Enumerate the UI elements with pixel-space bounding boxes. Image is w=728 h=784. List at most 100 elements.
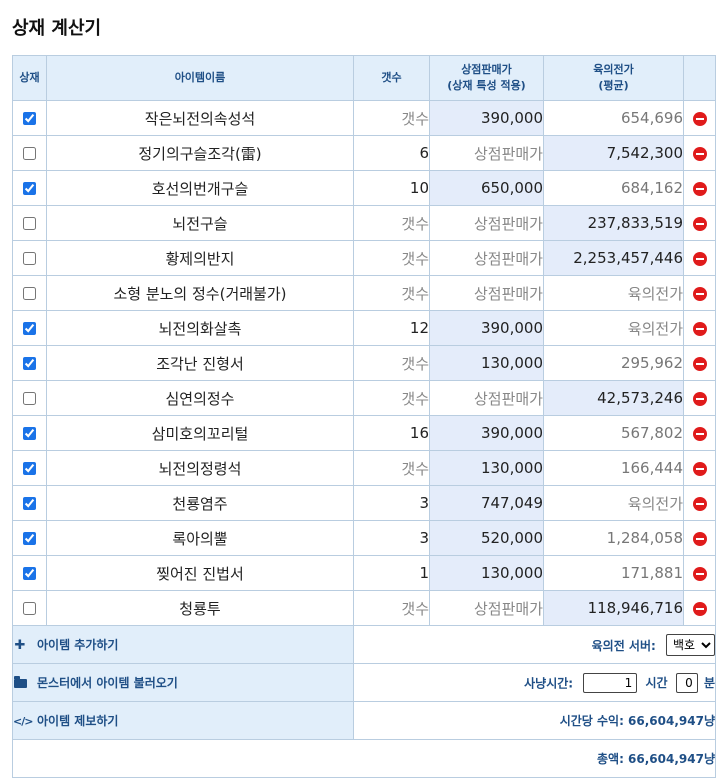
item-shop-price[interactable]: 상점판매가 <box>429 275 544 311</box>
item-shop-price[interactable]: 390,000 <box>429 100 544 136</box>
item-count[interactable]: 갯수 <box>353 205 430 241</box>
item-market-price[interactable]: 42,573,246 <box>543 380 684 416</box>
item-shop-price[interactable]: 650,000 <box>429 170 544 206</box>
item-count[interactable]: 1 <box>353 555 430 591</box>
row-checkbox[interactable] <box>23 112 36 125</box>
add-item-button[interactable]: ✚ 아이템 추가하기 <box>12 625 354 664</box>
row-checkbox[interactable] <box>23 602 36 615</box>
item-name[interactable]: 록아의뿔 <box>46 520 354 556</box>
item-count[interactable]: 갯수 <box>353 275 430 311</box>
item-shop-price[interactable]: 상점판매가 <box>429 240 544 276</box>
item-name[interactable]: 천룡염주 <box>46 485 354 521</box>
item-shop-price[interactable]: 상점판매가 <box>429 205 544 241</box>
item-name[interactable]: 청룡투 <box>46 590 354 626</box>
remove-circle-icon[interactable] <box>692 461 707 476</box>
remove-circle-icon[interactable] <box>692 321 707 336</box>
remove-circle-icon[interactable] <box>692 181 707 196</box>
item-name[interactable]: 삼미호의꼬리털 <box>46 415 354 451</box>
remove-circle-icon[interactable] <box>692 111 707 126</box>
item-market-price[interactable]: 118,946,716 <box>543 590 684 626</box>
item-count[interactable]: 갯수 <box>353 100 430 136</box>
remove-circle-icon[interactable] <box>692 531 707 546</box>
item-shop-price[interactable]: 130,000 <box>429 345 544 381</box>
row-checkbox[interactable] <box>23 287 36 300</box>
plus-icon: ✚ <box>14 638 26 653</box>
row-checkbox[interactable] <box>23 392 36 405</box>
item-name[interactable]: 뇌전구슬 <box>46 205 354 241</box>
item-count[interactable]: 갯수 <box>353 380 430 416</box>
item-shop-price[interactable]: 상점판매가 <box>429 590 544 626</box>
item-count[interactable]: 갯수 <box>353 345 430 381</box>
item-count[interactable]: 갯수 <box>353 450 430 486</box>
row-checkbox[interactable] <box>23 532 36 545</box>
table-row: 천룡염주 3 747,049 육의전가 <box>12 485 716 521</box>
row-checkbox[interactable] <box>23 567 36 580</box>
item-market-price[interactable]: 567,802 <box>543 415 684 451</box>
item-count[interactable]: 16 <box>353 415 430 451</box>
item-count[interactable]: 3 <box>353 485 430 521</box>
item-count[interactable]: 10 <box>353 170 430 206</box>
report-item-button[interactable]: </> 아이템 제보하기 <box>12 701 354 740</box>
hours-input[interactable] <box>583 672 638 693</box>
remove-circle-icon[interactable] <box>692 601 707 616</box>
remove-circle-icon[interactable] <box>692 426 707 441</box>
server-select[interactable]: 백호 <box>666 633 715 656</box>
item-count[interactable]: 12 <box>353 310 430 346</box>
remove-circle-icon[interactable] <box>692 566 707 581</box>
item-market-price[interactable]: 166,444 <box>543 450 684 486</box>
item-name[interactable]: 호선의번개구슬 <box>46 170 354 206</box>
item-shop-price[interactable]: 130,000 <box>429 450 544 486</box>
row-checkbox[interactable] <box>23 182 36 195</box>
item-name[interactable]: 작은뇌전의속성석 <box>46 100 354 136</box>
item-name[interactable]: 정기의구슬조각(雷) <box>46 135 354 171</box>
remove-circle-icon[interactable] <box>692 146 707 161</box>
item-name[interactable]: 조각난 진형서 <box>46 345 354 381</box>
remove-circle-icon[interactable] <box>692 216 707 231</box>
row-checkbox[interactable] <box>23 497 36 510</box>
row-delete-cell <box>683 345 716 381</box>
item-name[interactable]: 뇌전의화살촉 <box>46 310 354 346</box>
remove-circle-icon[interactable] <box>692 251 707 266</box>
item-count[interactable]: 갯수 <box>353 240 430 276</box>
item-market-price[interactable]: 237,833,519 <box>543 205 684 241</box>
item-name[interactable]: 찢어진 진법서 <box>46 555 354 591</box>
item-market-price[interactable]: 육의전가 <box>543 275 684 311</box>
item-name[interactable]: 뇌전의정령석 <box>46 450 354 486</box>
item-market-price[interactable]: 295,962 <box>543 345 684 381</box>
remove-circle-icon[interactable] <box>692 391 707 406</box>
row-checkbox[interactable] <box>23 322 36 335</box>
row-checkbox[interactable] <box>23 252 36 265</box>
item-count[interactable]: 갯수 <box>353 590 430 626</box>
remove-circle-icon[interactable] <box>692 286 707 301</box>
item-market-price[interactable]: 654,696 <box>543 100 684 136</box>
item-market-price[interactable]: 171,881 <box>543 555 684 591</box>
item-shop-price[interactable]: 747,049 <box>429 485 544 521</box>
item-name[interactable]: 심연의정수 <box>46 380 354 416</box>
item-shop-price[interactable]: 상점판매가 <box>429 380 544 416</box>
item-shop-price[interactable]: 520,000 <box>429 520 544 556</box>
item-market-price[interactable]: 육의전가 <box>543 310 684 346</box>
item-market-price[interactable]: 육의전가 <box>543 485 684 521</box>
minutes-input[interactable] <box>675 672 698 693</box>
item-count[interactable]: 3 <box>353 520 430 556</box>
item-market-price[interactable]: 684,162 <box>543 170 684 206</box>
item-market-price[interactable]: 7,542,300 <box>543 135 684 171</box>
remove-circle-icon[interactable] <box>692 356 707 371</box>
row-checkbox[interactable] <box>23 357 36 370</box>
row-checkbox[interactable] <box>23 462 36 475</box>
item-shop-price[interactable]: 390,000 <box>429 415 544 451</box>
item-count[interactable]: 6 <box>353 135 430 171</box>
row-checkbox[interactable] <box>23 217 36 230</box>
item-market-price[interactable]: 2,253,457,446 <box>543 240 684 276</box>
row-check-cell <box>12 135 47 171</box>
item-shop-price[interactable]: 상점판매가 <box>429 135 544 171</box>
row-checkbox[interactable] <box>23 427 36 440</box>
load-from-monster-button[interactable]: 몬스터에서 아이템 불러오기 <box>12 663 354 702</box>
item-market-price[interactable]: 1,284,058 <box>543 520 684 556</box>
item-shop-price[interactable]: 130,000 <box>429 555 544 591</box>
item-name[interactable]: 황제의반지 <box>46 240 354 276</box>
item-shop-price[interactable]: 390,000 <box>429 310 544 346</box>
item-name[interactable]: 소형 분노의 정수(거래불가) <box>46 275 354 311</box>
remove-circle-icon[interactable] <box>692 496 707 511</box>
row-checkbox[interactable] <box>23 147 36 160</box>
